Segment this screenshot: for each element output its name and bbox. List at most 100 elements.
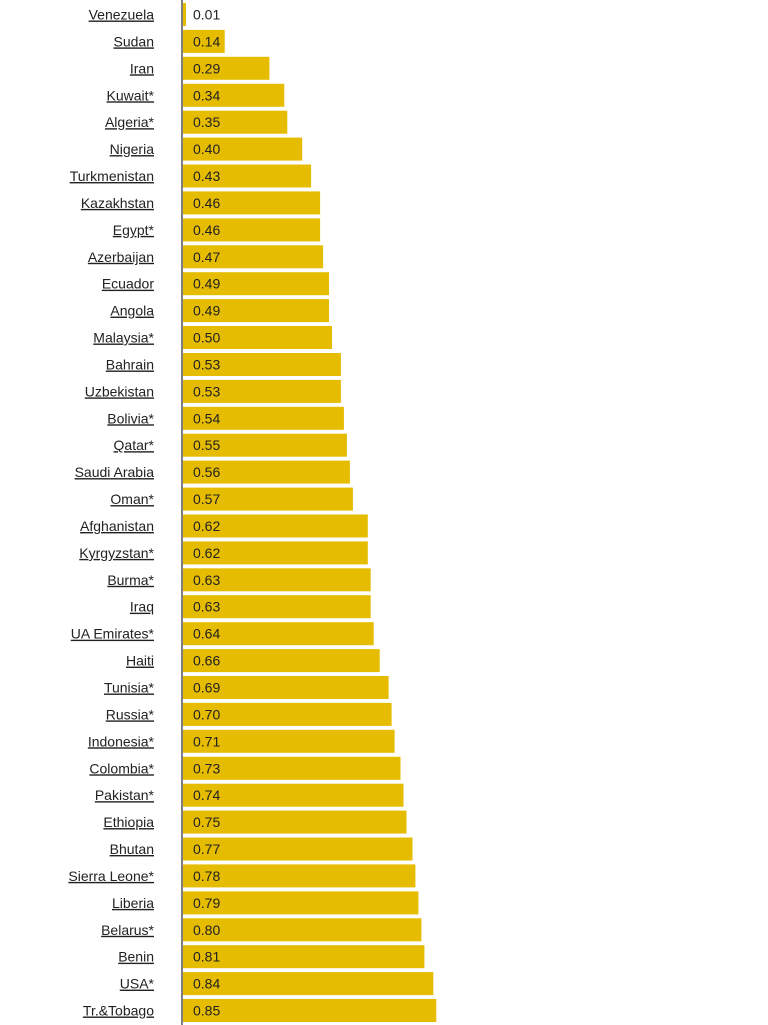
value-label: 0.53 — [193, 357, 220, 373]
value-label: 0.79 — [193, 895, 220, 911]
bar — [183, 541, 368, 565]
bar — [183, 810, 407, 834]
value-label: 0.80 — [193, 922, 220, 938]
category-label: Bolivia* — [107, 410, 154, 426]
value-label: 0.66 — [193, 653, 220, 669]
category-label: UA Emirates* — [71, 626, 155, 642]
category-label: Iran — [130, 60, 154, 76]
category-label: Nigeria — [110, 141, 155, 157]
bar — [183, 891, 419, 915]
value-label: 0.29 — [193, 60, 220, 76]
category-label: Venezuela — [89, 7, 155, 23]
category-label: Colombia* — [89, 760, 154, 776]
bar — [183, 999, 437, 1022]
category-label: Azerbaijan — [88, 249, 154, 265]
bar — [183, 272, 329, 296]
value-label: 0.40 — [193, 141, 220, 157]
value-label: 0.75 — [193, 814, 220, 830]
bar — [183, 649, 380, 673]
category-label: Saudi Arabia — [75, 464, 155, 480]
category-label: Russia* — [106, 706, 155, 722]
category-label: Turkmenistan — [70, 168, 154, 184]
bar — [183, 568, 371, 592]
category-label: Iraq — [130, 599, 154, 615]
value-label: 0.53 — [193, 383, 220, 399]
category-label: Tr.&Tobago — [83, 1003, 154, 1019]
category-label: Burma* — [107, 572, 154, 588]
value-label: 0.35 — [193, 114, 220, 130]
category-label: Egypt* — [113, 222, 155, 238]
value-label: 0.43 — [193, 168, 220, 184]
bar — [183, 29, 225, 53]
bar — [183, 379, 341, 403]
bar — [183, 218, 321, 242]
value-label: 0.63 — [193, 572, 220, 588]
category-label: Angola — [110, 303, 154, 319]
category-label: USA* — [120, 976, 155, 992]
value-label: 0.85 — [193, 1003, 220, 1019]
category-label: Kyrgyzstan* — [79, 545, 154, 561]
category-label: Sudan — [114, 33, 154, 49]
value-label: 0.01 — [193, 7, 220, 23]
category-label: Indonesia* — [88, 733, 155, 749]
bar — [183, 110, 288, 134]
bars-layer: Venezuela 0.01 Sudan 0.14 Iran 0.29 Kuwait* 0.3… — [68, 3, 437, 1022]
category-label: Liberia — [112, 895, 154, 911]
bar — [183, 191, 321, 215]
value-label: 0.77 — [193, 841, 220, 857]
bar — [183, 783, 404, 807]
category-label: Afghanistan — [80, 518, 154, 534]
bar — [183, 972, 434, 996]
value-label: 0.71 — [193, 733, 220, 749]
bar — [183, 460, 350, 484]
value-label: 0.54 — [193, 410, 220, 426]
value-label: 0.81 — [193, 949, 220, 965]
bar — [183, 3, 186, 26]
value-label: 0.84 — [193, 976, 220, 992]
category-label: Bahrain — [106, 357, 154, 373]
value-label: 0.14 — [193, 33, 220, 49]
value-label: 0.56 — [193, 464, 220, 480]
bar — [183, 433, 347, 457]
bar — [183, 245, 324, 269]
category-label: Bhutan — [110, 841, 154, 857]
value-label: 0.63 — [193, 599, 220, 615]
bar — [183, 676, 389, 699]
category-label: Kuwait* — [107, 87, 155, 103]
bar — [183, 756, 401, 780]
category-label: Qatar* — [114, 437, 155, 453]
value-label: 0.47 — [193, 249, 220, 265]
bar — [183, 595, 371, 619]
bar — [183, 729, 395, 753]
bar — [183, 326, 332, 349]
bar — [183, 918, 422, 942]
bar — [183, 137, 303, 161]
category-label: Haiti — [126, 653, 154, 669]
value-label: 0.74 — [193, 787, 220, 803]
value-label: 0.69 — [193, 680, 220, 696]
value-label: 0.46 — [193, 195, 220, 211]
category-label: Benin — [118, 949, 154, 965]
value-label: 0.57 — [193, 491, 220, 507]
category-label: Kazakhstan — [81, 195, 154, 211]
bar — [183, 864, 416, 888]
bar — [183, 56, 270, 80]
bar — [183, 837, 413, 861]
bar — [183, 406, 344, 430]
category-label: Ecuador — [102, 276, 154, 292]
bar — [183, 83, 285, 107]
category-label: Algeria* — [105, 114, 155, 130]
value-label: 0.73 — [193, 760, 220, 776]
bar — [183, 164, 312, 188]
bar — [183, 299, 329, 323]
category-label: Ethiopia — [103, 814, 154, 830]
value-label: 0.62 — [193, 545, 220, 561]
bar — [183, 702, 392, 726]
category-label: Uzbekistan — [85, 383, 154, 399]
value-label: 0.50 — [193, 330, 220, 346]
value-label: 0.62 — [193, 518, 220, 534]
category-label: Sierra Leone* — [68, 868, 154, 884]
value-label: 0.55 — [193, 437, 220, 453]
category-label: Malaysia* — [93, 330, 154, 346]
